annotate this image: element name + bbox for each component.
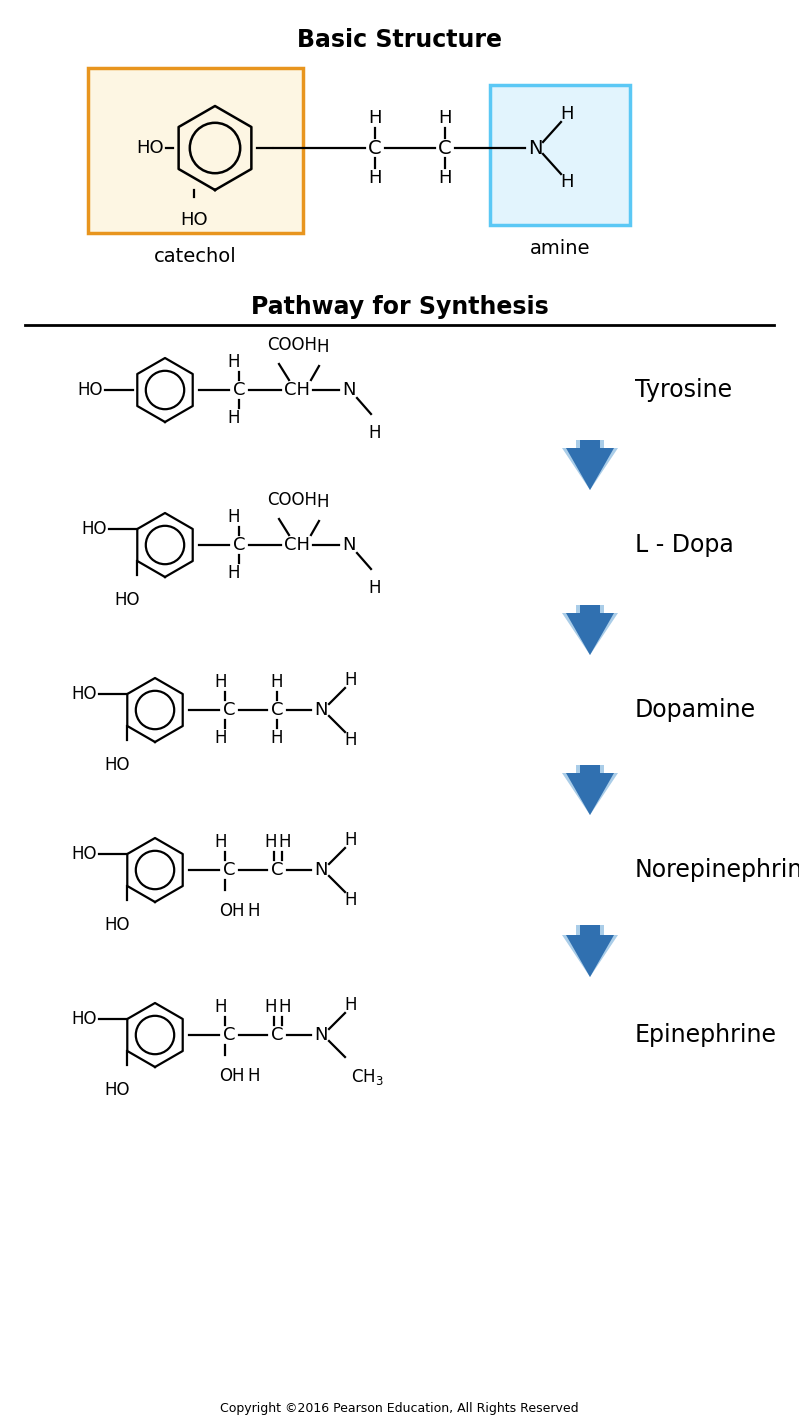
Text: HO: HO [78, 381, 103, 400]
Text: HO: HO [105, 1082, 130, 1099]
Text: CH$_3$: CH$_3$ [351, 1067, 384, 1087]
Text: HO: HO [114, 591, 140, 609]
Text: HO: HO [181, 211, 208, 228]
Text: C: C [271, 701, 284, 719]
Text: N: N [314, 1026, 328, 1045]
Text: C: C [271, 1026, 284, 1045]
Text: H: H [344, 890, 357, 909]
Text: H: H [369, 424, 381, 442]
Text: L - Dopa: L - Dopa [635, 534, 733, 557]
FancyArrow shape [562, 605, 618, 655]
Text: Pathway for Synthesis: Pathway for Synthesis [251, 295, 548, 320]
FancyArrow shape [562, 925, 618, 977]
Text: H: H [228, 564, 240, 582]
Text: H: H [369, 579, 381, 596]
FancyArrow shape [566, 605, 614, 655]
FancyArrow shape [562, 440, 618, 489]
Text: N: N [314, 701, 328, 719]
Text: Norepinephrine: Norepinephrine [635, 858, 799, 882]
Text: H: H [215, 833, 227, 850]
Text: H: H [316, 492, 329, 511]
FancyBboxPatch shape [490, 86, 630, 225]
Text: H: H [368, 108, 382, 127]
Text: H: H [271, 674, 284, 691]
Text: H: H [560, 106, 574, 123]
Text: N: N [528, 138, 543, 157]
Text: COOH: COOH [267, 491, 317, 509]
Text: H: H [344, 831, 357, 849]
Text: H: H [247, 1067, 260, 1085]
Text: H: H [228, 352, 240, 371]
Text: H: H [215, 674, 227, 691]
Text: HO: HO [81, 519, 107, 538]
Text: catechol: catechol [154, 247, 237, 265]
Text: OH: OH [219, 902, 244, 920]
Text: C: C [438, 138, 451, 157]
Text: C: C [223, 1026, 235, 1045]
Text: H: H [215, 997, 227, 1016]
FancyArrow shape [566, 925, 614, 977]
Text: C: C [223, 860, 235, 879]
Text: C: C [223, 701, 235, 719]
Text: H: H [438, 108, 451, 127]
FancyArrow shape [562, 765, 618, 815]
Text: H: H [271, 729, 284, 746]
Text: H: H [368, 168, 382, 187]
Text: OH: OH [219, 1067, 244, 1085]
Text: N: N [342, 537, 356, 554]
Text: C: C [233, 381, 245, 400]
Text: amine: amine [530, 238, 590, 258]
FancyArrow shape [566, 440, 614, 489]
Text: Tyrosine: Tyrosine [635, 378, 732, 402]
Text: H: H [215, 729, 227, 746]
Text: Copyright ©2016 Pearson Education, All Rights Reserved: Copyright ©2016 Pearson Education, All R… [221, 1401, 578, 1416]
FancyArrow shape [566, 765, 614, 815]
Text: HO: HO [72, 685, 97, 704]
Text: C: C [233, 537, 245, 554]
Text: HO: HO [137, 138, 164, 157]
Text: Dopamine: Dopamine [635, 698, 756, 722]
Text: H: H [438, 168, 451, 187]
Text: H: H [344, 996, 357, 1015]
Text: Basic Structure: Basic Structure [297, 29, 502, 51]
Text: H: H [264, 997, 277, 1016]
Text: C: C [271, 860, 284, 879]
Text: Epinephrine: Epinephrine [635, 1023, 777, 1047]
Text: H: H [247, 902, 260, 920]
Text: HO: HO [105, 916, 130, 935]
Text: H: H [344, 671, 357, 689]
Text: H: H [264, 833, 277, 850]
Text: H: H [316, 338, 329, 355]
Text: H: H [560, 173, 574, 191]
Text: H: H [344, 731, 357, 749]
Text: CH: CH [284, 381, 310, 400]
Text: H: H [228, 410, 240, 427]
Text: HO: HO [72, 845, 97, 863]
Text: COOH: COOH [267, 335, 317, 354]
Text: C: C [368, 138, 382, 157]
Text: H: H [279, 833, 292, 850]
Text: HO: HO [105, 756, 130, 773]
Text: N: N [342, 381, 356, 400]
Text: N: N [314, 860, 328, 879]
Text: H: H [279, 997, 292, 1016]
Text: H: H [228, 508, 240, 527]
Text: CH: CH [284, 537, 310, 554]
Text: HO: HO [72, 1010, 97, 1027]
FancyBboxPatch shape [88, 68, 303, 233]
